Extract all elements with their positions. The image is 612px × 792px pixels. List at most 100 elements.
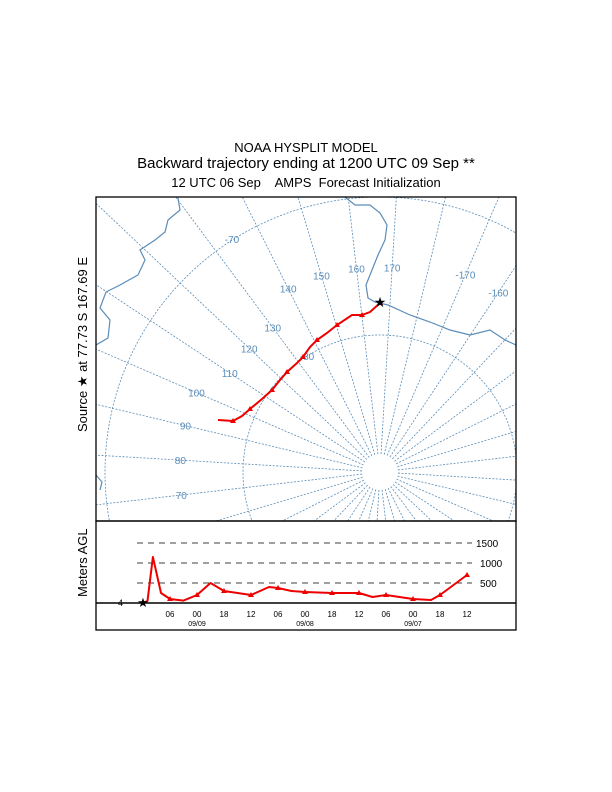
meridian-label: 130	[264, 323, 281, 334]
trajectory-marker	[269, 387, 275, 392]
y-tick-label: 1500	[476, 539, 499, 550]
trajectory-marker	[284, 369, 290, 374]
meridian-line	[281, 479, 365, 521]
latitude-label: -80	[300, 352, 315, 363]
meridian-label: 70	[176, 491, 188, 502]
x-tick-label: 12	[247, 610, 256, 619]
x-tick-label: 06	[382, 610, 391, 619]
trajectory-marker	[230, 418, 236, 423]
meridian-line	[387, 487, 405, 521]
meridian-label: 150	[313, 272, 330, 283]
meridian-line	[394, 370, 516, 462]
meridian-line	[384, 489, 395, 521]
meridian-line	[175, 197, 370, 458]
meridian-line	[389, 265, 516, 458]
coastline	[96, 197, 516, 491]
height-marker	[302, 589, 308, 594]
meridian-label: 100	[188, 389, 205, 400]
trajectory-marker	[377, 300, 383, 305]
height-marker	[194, 592, 200, 597]
meridian-line	[96, 284, 366, 463]
date-label: 09/09	[188, 621, 206, 628]
latitude-circle	[242, 334, 516, 521]
x-tick-label: 00	[409, 610, 418, 619]
meridian-line	[383, 197, 446, 455]
x-tick-label: 06	[274, 610, 283, 619]
height-marker	[167, 596, 173, 601]
meridian-line	[392, 327, 516, 460]
latitude-circle	[104, 197, 516, 521]
y-axis-label: Meters AGL	[75, 528, 90, 597]
x-tick-label: 18	[220, 610, 229, 619]
star-icon: ★	[137, 595, 149, 610]
meridian-label: 90	[180, 422, 192, 433]
x-tick-label: 00	[193, 610, 202, 619]
meridian-line	[386, 197, 500, 456]
meridian-label: -170	[455, 271, 475, 282]
trajectory-line	[217, 302, 381, 423]
meridian-line	[397, 472, 516, 481]
trajectory-marker	[314, 337, 320, 342]
trajectory-marker	[359, 312, 365, 317]
trajectory-markers	[230, 300, 383, 423]
trajectory-marker	[300, 354, 306, 359]
init-line: 12 UTC 06 Sep AMPS Forecast Initializati…	[171, 175, 441, 190]
source-label: Source ★ at 77.73 S 167.69 E	[75, 257, 90, 432]
meridian-line	[395, 403, 516, 465]
meridian-line	[380, 197, 397, 455]
trajectory-marker	[247, 406, 253, 411]
height-marker	[464, 572, 470, 577]
meridian-line	[358, 488, 374, 521]
x-tick-label: 18	[328, 610, 337, 619]
map-grid: 70 80 90 100 110 120 130 140 150 160 170 -170 -160 -7…	[96, 197, 516, 521]
height-marker	[221, 588, 227, 593]
height-frame	[95, 520, 517, 631]
height-line	[142, 556, 468, 604]
meridian-label: 170	[384, 263, 401, 274]
meridian-line	[96, 473, 363, 506]
meridian-line	[96, 203, 368, 460]
meridian-label: -160	[488, 289, 508, 300]
meridian-line	[96, 454, 363, 472]
meridian-line	[397, 455, 516, 471]
x-tick-label: 12	[463, 610, 472, 619]
x-tick-label: 00	[301, 610, 310, 619]
meridian-label: 120	[241, 344, 258, 355]
height-marker	[437, 592, 443, 597]
meridian-line	[333, 484, 368, 521]
y-tick-label: 500	[480, 579, 497, 590]
height-marker	[356, 590, 362, 595]
x-tick-label: 18	[436, 610, 445, 619]
meridian-label: 110	[222, 369, 238, 380]
latitude-label: -70	[225, 235, 240, 246]
height-marker	[410, 596, 416, 601]
trajectory-marker	[334, 322, 340, 327]
x-tick-label: 06	[166, 610, 175, 619]
figure-subtitle: Backward trajectory ending at 1200 UTC 0…	[137, 155, 475, 172]
meridian-line	[392, 484, 433, 521]
meridian-line	[96, 403, 363, 469]
date-label: 09/07	[404, 621, 422, 628]
meridian-line	[397, 475, 516, 505]
start-height-label: 4	[118, 598, 123, 608]
height-marker	[248, 592, 254, 597]
date-label: 09/08	[296, 621, 314, 628]
meridian-line	[381, 489, 387, 521]
x-tick-label: 12	[355, 610, 364, 619]
meridian-label: 80	[175, 456, 187, 467]
meridian-line	[96, 348, 364, 466]
meridian-line	[390, 486, 417, 521]
meridian-line	[215, 476, 363, 521]
meridian-line	[376, 489, 380, 521]
meridian-line	[241, 197, 373, 457]
meridian-label: 140	[280, 285, 297, 296]
height-marker	[383, 592, 389, 597]
y-tick-label: 1000	[480, 559, 503, 570]
meridian-line	[347, 197, 379, 455]
figure-title: NOAA HYSPLIT MODEL	[234, 140, 378, 155]
star-icon: ★	[374, 294, 387, 310]
height-marker	[275, 585, 281, 590]
height-chart: 500 1000 1500 4 06 00 09/09 18 12 06 00 09/08 18 12 06…	[96, 539, 516, 628]
